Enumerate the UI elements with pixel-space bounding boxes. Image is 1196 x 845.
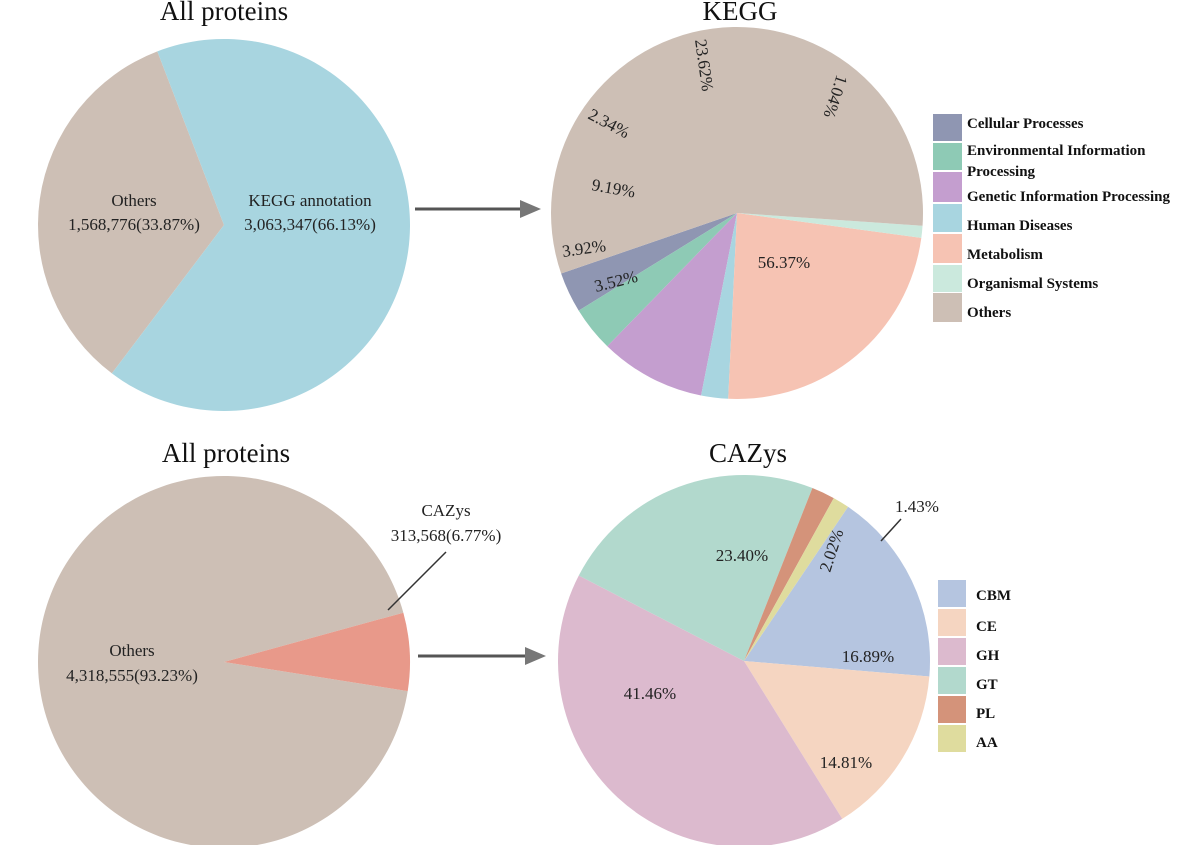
legend-text-organismal: Organismal Systems [967,276,1098,292]
slice-kegg-genetic-information-processing [607,213,737,396]
legend-swatch-gt [938,667,966,694]
legend-swatch-gh [938,638,966,665]
cazy-label-cbm: 16.89% [842,647,894,666]
value-others-cazys: 4,318,555(93.23%) [66,666,198,685]
legend-text-others: Others [967,305,1011,321]
legend-swatch-metabolism [933,234,962,263]
title-all-proteins-bottom: All proteins [162,438,290,468]
slice-kegg-environmental-information-processing [578,213,737,347]
value-others-kegg: 1,568,776(33.87%) [68,215,200,234]
slice-top-others [38,51,224,374]
cazy-label-aa: 1.43% [895,497,939,516]
kegg-label-others: 56.37% [758,253,810,272]
label-kegg-annotation: KEGG annotation [248,191,372,210]
slice-cazy-aa [744,498,849,661]
slice-bottom-cazys [224,612,411,692]
legend-text-cbm: CBM [976,588,1011,604]
legend-swatch-others [933,293,962,322]
pie-all-proteins-cazys [38,476,411,845]
cazy-label-ce: 14.81% [820,753,872,772]
slice-kegg-human-diseases [701,213,737,399]
legend-cazys: CBM CE GH GT PL AA [938,580,1011,752]
legend-swatch-aa [938,725,966,752]
title-cazys: CAZys [709,438,787,468]
legend-swatch-cbm [938,580,966,607]
legend-text-ce: CE [976,619,997,635]
cazys-leader-line [387,551,447,611]
title-kegg: KEGG [703,0,778,26]
arrow-cazys [418,647,546,665]
slice-kegg-others [550,27,923,274]
label-cazys: CAZys [421,501,470,520]
pie-cazys [558,475,931,845]
legend-text-processing: Processing [967,164,1036,180]
legend-swatch-ce [938,609,966,636]
legend-text-gh: GH [976,648,1000,664]
slice-kegg-cellular-processes [561,213,737,311]
legend-text-genetic: Genetic Information Processing [967,189,1171,205]
cazy-label-gh: 41.46% [624,684,676,703]
legend-text-aa: AA [976,735,998,751]
legend-text-gt: GT [976,677,998,693]
legend-swatch-genetic [933,172,962,202]
slice-cazy-ce [744,661,930,819]
legend-text-environmental: Environmental Information [967,143,1146,159]
legend-text-cellular: Cellular Processes [967,116,1084,132]
legend-text-human: Human Diseases [967,218,1073,234]
slice-top-kegg-annotation [111,38,411,411]
slice-cazy-cbm [744,506,931,677]
legend-swatch-organismal [933,265,962,292]
legend-swatch-human [933,204,962,232]
pie-kegg [550,27,923,399]
legend-kegg: Cellular Processes Environmental Informa… [933,114,1171,322]
legend-text-pl: PL [976,706,995,722]
legend-swatch-cellular [933,114,962,141]
cazy-label-gt: 23.40% [716,546,768,565]
legend-swatch-environmental [933,143,962,170]
arrow-kegg [415,200,541,218]
legend-swatch-pl [938,696,966,723]
slice-cazy-gh [558,575,843,845]
slice-kegg-metabolism [728,213,922,399]
title-all-proteins-top: All proteins [160,0,288,26]
slice-kegg-organismal-systems [737,213,923,238]
value-kegg-annotation: 3,063,347(66.13%) [244,215,376,234]
label-others-kegg: Others [111,191,156,210]
slice-bottom-others [38,476,408,845]
value-cazys: 313,568(6.77%) [391,526,501,545]
label-others-cazys: Others [109,641,154,660]
pie-all-proteins-kegg [38,38,411,411]
slice-cazy-pl [744,488,834,661]
aa-leader-line [880,518,902,542]
legend-text-metabolism: Metabolism [967,247,1043,263]
slice-cazy-gt [578,475,813,661]
